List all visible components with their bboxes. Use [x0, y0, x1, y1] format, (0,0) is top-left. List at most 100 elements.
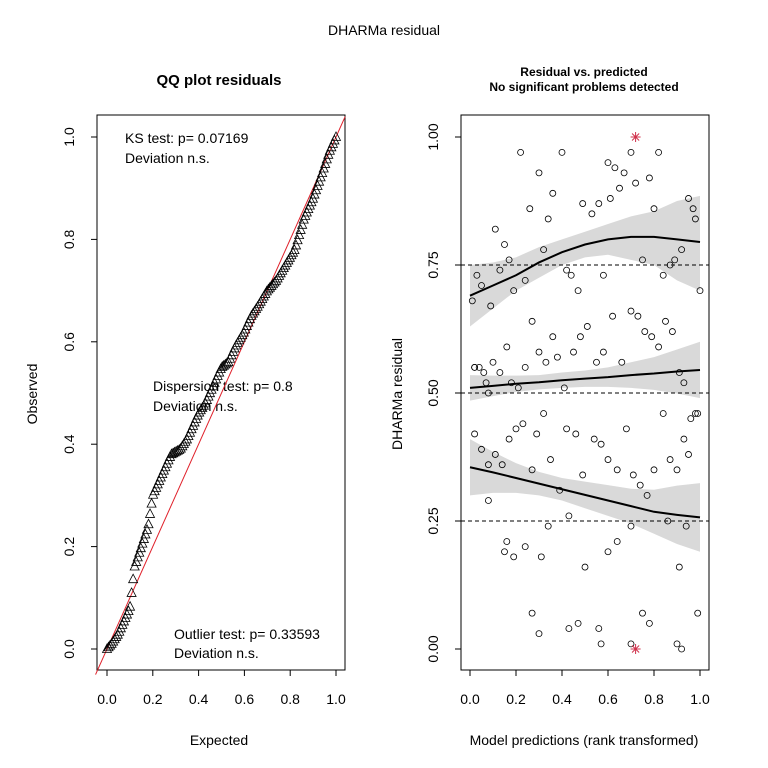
residual-point	[517, 148, 524, 156]
residual-point	[496, 369, 504, 376]
residual-point	[572, 430, 580, 438]
qq-point	[144, 508, 156, 518]
qq-y-tick-label: 0.2	[61, 537, 77, 557]
qq-x-tick-label: 1.0	[326, 691, 346, 707]
residual-point	[475, 363, 483, 371]
residual-point	[563, 266, 570, 274]
residual-point	[505, 256, 513, 264]
residual-point	[549, 333, 557, 341]
residual-point	[473, 271, 481, 279]
residual-point	[604, 159, 612, 167]
residual-point	[627, 307, 635, 315]
residual-point	[687, 415, 695, 423]
quantile-fit-line	[469, 466, 701, 519]
residual-point	[537, 553, 545, 561]
residual-point	[689, 205, 697, 213]
quantile-confidence-band	[470, 195, 700, 327]
residual-point	[678, 645, 685, 653]
residual-point	[659, 410, 667, 417]
qq-x-tick-label: 0.0	[97, 691, 117, 707]
residual-point	[629, 471, 637, 479]
residual-point	[496, 266, 504, 274]
outlier-point	[630, 132, 641, 142]
residual-point	[588, 210, 596, 218]
residual-x-tick-label: 0.8	[644, 691, 664, 707]
outlier-test-text: Outlier test: p= 0.33593	[174, 626, 320, 642]
residual-point	[478, 282, 485, 289]
residual-point	[600, 348, 607, 356]
residual-point	[514, 384, 522, 392]
quantile-fit-line	[469, 235, 701, 297]
residual-point	[623, 425, 630, 433]
ks-deviation-text: Deviation n.s.	[125, 150, 210, 166]
residual-point	[692, 410, 699, 417]
residual-point	[600, 271, 607, 279]
qq-x-axis-label: Expected	[190, 732, 248, 748]
qq-point	[295, 224, 306, 234]
qq-x-tick-label: 0.6	[235, 691, 255, 707]
qq-plot-panel: QQ plot residuals Expected Observed KS t…	[24, 72, 346, 748]
residual-point	[583, 323, 591, 330]
qq-plot-title: QQ plot residuals	[156, 72, 281, 89]
residual-point	[526, 205, 534, 213]
residual-vs-predicted-panel: Residual vs. predicted No significant pr…	[389, 65, 710, 748]
residual-point	[696, 287, 704, 295]
residual-point	[570, 348, 577, 356]
qq-point	[238, 326, 249, 337]
residual-point	[675, 563, 683, 571]
residual-point	[632, 179, 639, 187]
residual-point	[627, 640, 635, 648]
residual-point	[673, 466, 681, 474]
qq-point	[103, 641, 114, 652]
residual-point	[484, 389, 492, 397]
residual-point	[574, 620, 582, 627]
residual-x-tick-label: 0.0	[460, 691, 480, 707]
residual-point	[636, 481, 644, 489]
qq-point	[146, 497, 157, 508]
residual-point	[593, 358, 600, 366]
qq-point	[126, 587, 137, 597]
residual-point	[620, 169, 628, 177]
residual-point	[606, 195, 614, 202]
residual-point	[510, 287, 518, 295]
qq-point	[220, 358, 231, 369]
residual-point	[609, 312, 616, 320]
outlier-star-stroke	[631, 133, 640, 141]
residual-point	[535, 169, 543, 177]
residual-point	[549, 189, 557, 197]
residual-point	[664, 517, 672, 525]
residual-point	[563, 425, 570, 433]
qq-x-tick-label: 0.2	[143, 691, 163, 707]
residual-point	[535, 630, 543, 638]
residual-point	[503, 538, 511, 545]
residual-point	[590, 435, 598, 443]
residual-point	[540, 246, 547, 254]
qq-y-tick-label: 0.4	[61, 434, 77, 454]
residual-point	[558, 148, 566, 156]
residual-point	[655, 148, 662, 156]
residual-point	[484, 497, 492, 504]
residual-point	[627, 522, 635, 530]
qq-y-tick-label: 0.0	[61, 639, 77, 659]
residual-point	[554, 353, 561, 361]
residual-point	[597, 640, 605, 648]
residual-point	[521, 276, 529, 284]
residual-point	[540, 410, 547, 417]
residual-point	[613, 466, 621, 474]
residual-point	[678, 246, 685, 254]
residual-point	[650, 205, 658, 213]
residual-point	[669, 328, 676, 335]
outlier-deviation-text: Deviation n.s.	[174, 645, 259, 661]
residual-point	[503, 343, 511, 351]
qq-point	[266, 280, 277, 290]
residual-x-tick-label: 0.6	[598, 691, 618, 707]
residual-point	[471, 363, 479, 371]
figure-title: DHARMa residual	[328, 22, 440, 38]
residual-point	[581, 563, 589, 571]
qq-plot-frame	[96, 114, 346, 671]
dispersion-deviation-text: Deviation n.s.	[153, 398, 238, 414]
residual-point	[478, 445, 485, 453]
quantile-confidence-band	[470, 341, 700, 401]
residual-point	[685, 195, 692, 202]
residual-point	[680, 435, 688, 443]
